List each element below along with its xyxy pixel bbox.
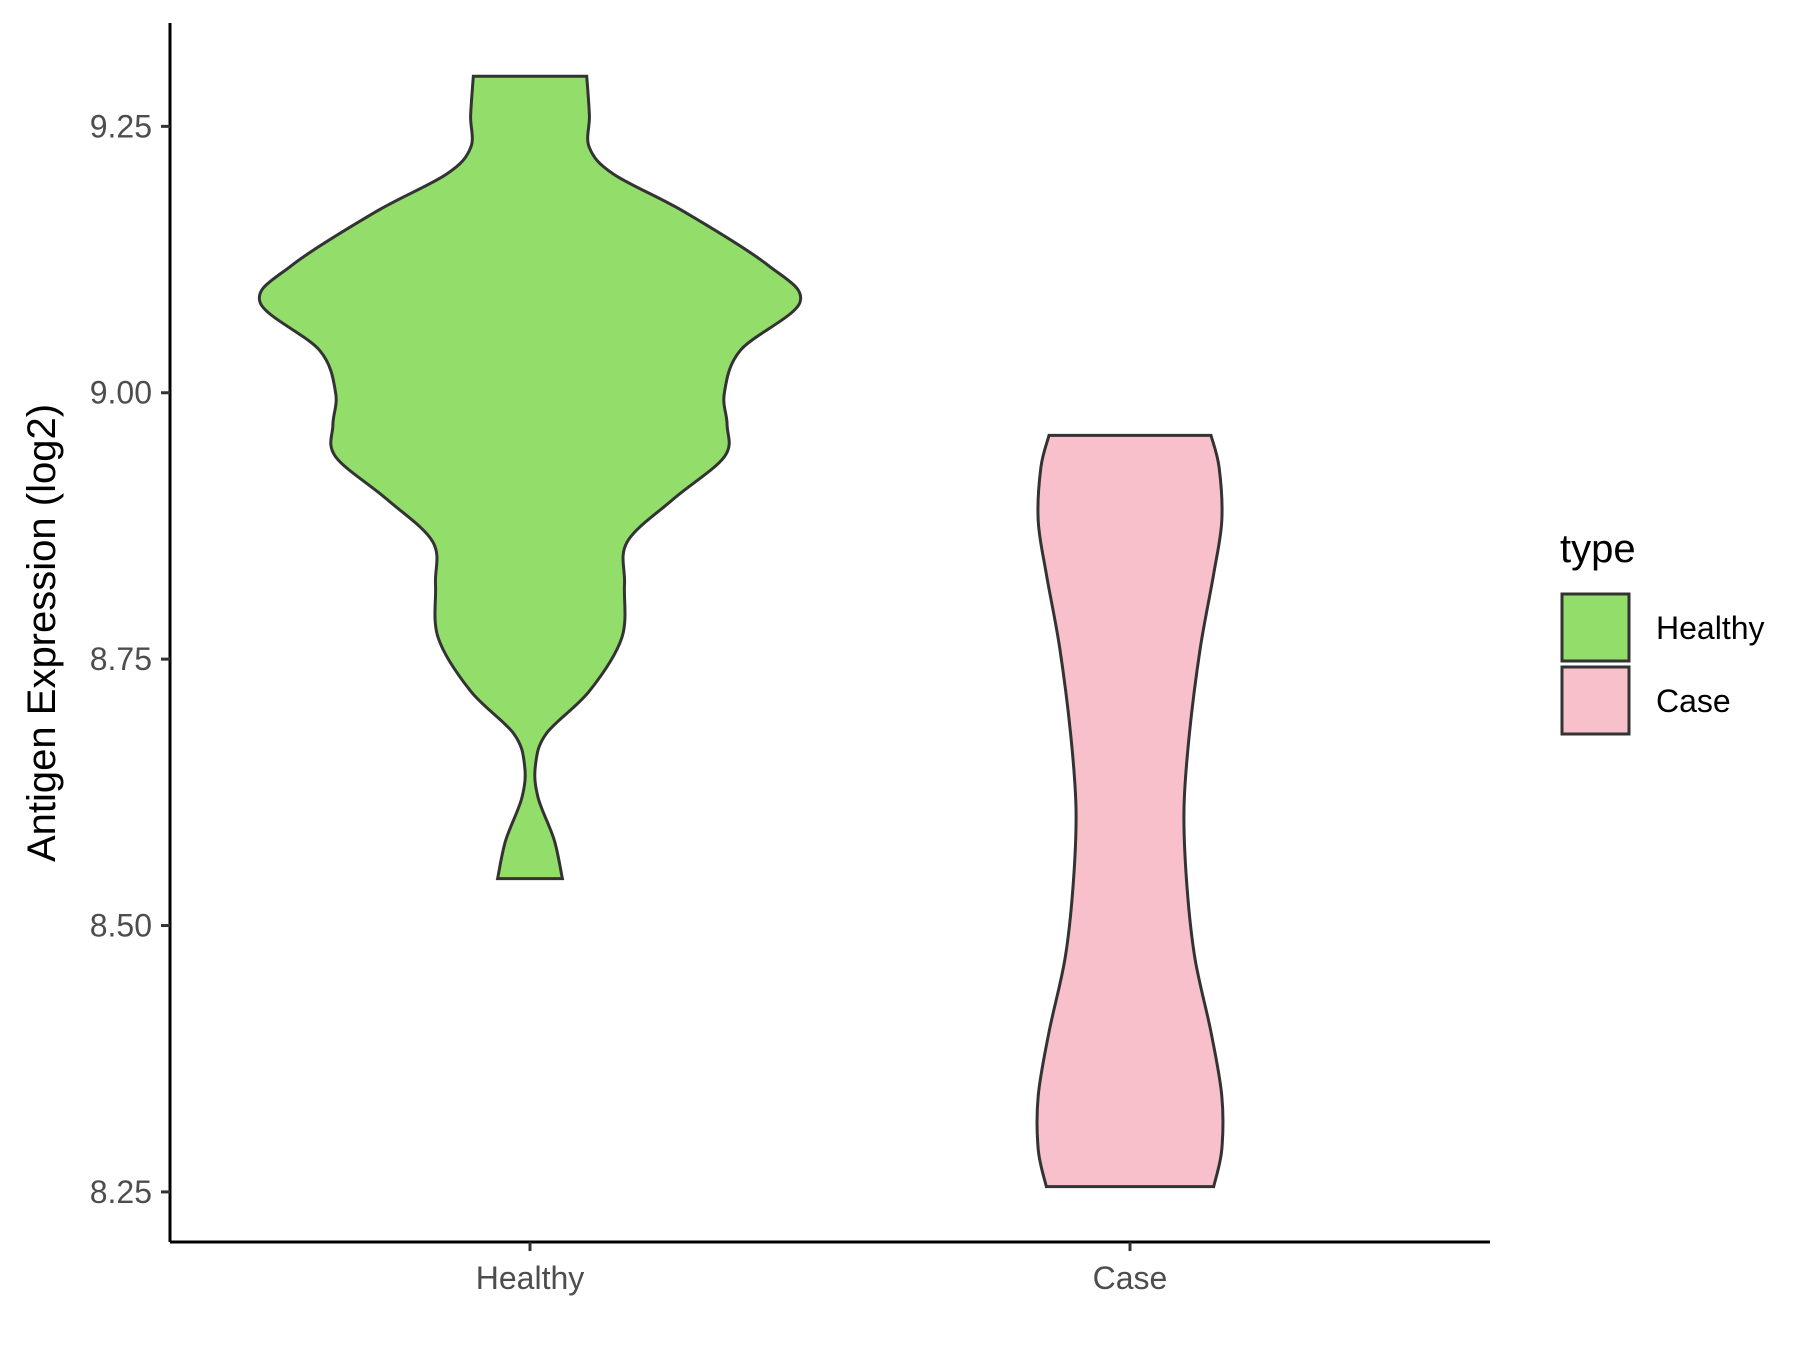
x-tick-label: Healthy	[476, 1260, 585, 1296]
y-tick-label: 9.25	[90, 108, 152, 144]
violin-healthy	[257, 74, 803, 881]
y-tick-label: 8.75	[90, 641, 152, 677]
violin-case	[1035, 433, 1225, 1189]
y-axis-title: Antigen Expression (log2)	[20, 404, 64, 862]
axes	[168, 23, 1490, 1244]
legend-key-healthy	[1560, 592, 1631, 663]
y-tick-label: 9.00	[90, 375, 152, 411]
x-tick-label: Case	[1093, 1260, 1168, 1296]
violin-layer	[257, 74, 1225, 1189]
legend-label-healthy: Healthy	[1656, 610, 1765, 646]
legend: type Healthy Case	[1560, 527, 1765, 736]
y-ticks: 8.25 8.50 8.75 9.00 9.25	[90, 108, 170, 1210]
legend-title: type	[1560, 527, 1636, 571]
legend-key-case	[1560, 665, 1631, 736]
x-ticks: Healthy Case	[476, 1242, 1168, 1296]
y-tick-label: 8.25	[90, 1174, 152, 1210]
legend-label-case: Case	[1656, 683, 1731, 719]
y-tick-label: 8.50	[90, 908, 152, 944]
